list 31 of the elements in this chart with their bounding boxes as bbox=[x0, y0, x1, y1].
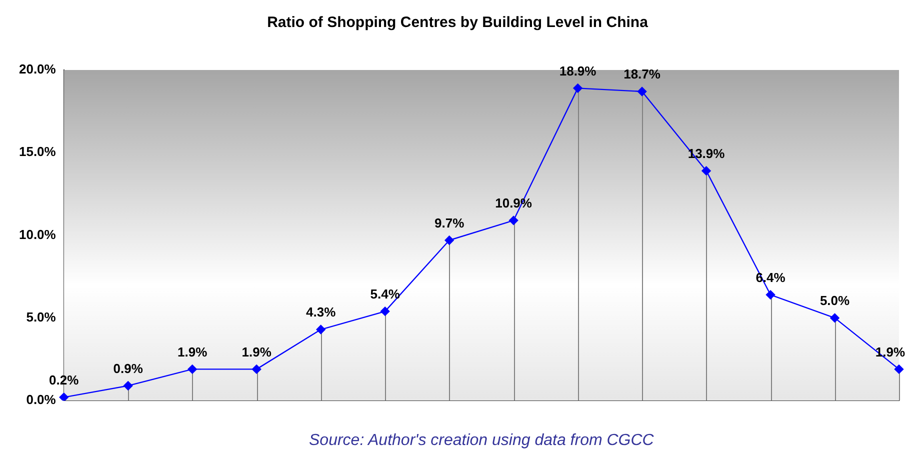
point bbox=[252, 364, 262, 374]
data-label: 18.7% bbox=[624, 66, 661, 82]
data-label: 0.9% bbox=[113, 360, 144, 376]
y-tick-label: 0.0% bbox=[26, 392, 56, 408]
data-label: 1.9% bbox=[875, 344, 906, 360]
point bbox=[59, 392, 68, 401]
point bbox=[188, 364, 197, 374]
point bbox=[124, 381, 133, 390]
data-label: 5.4% bbox=[370, 286, 400, 302]
point bbox=[766, 290, 776, 300]
y-tick-label: 20.0% bbox=[18, 62, 56, 77]
source-note: Source: Author's creation using data from CGCC bbox=[309, 432, 654, 449]
data-label: 4.3% bbox=[306, 304, 336, 320]
data-label: 5.0% bbox=[820, 293, 850, 308]
point bbox=[702, 166, 711, 176]
point bbox=[637, 86, 647, 96]
data-label: 9.7% bbox=[434, 215, 465, 230]
data-label: 1.9% bbox=[242, 344, 272, 360]
data-label: 18.9% bbox=[559, 63, 597, 78]
point bbox=[444, 236, 454, 245]
point bbox=[894, 364, 904, 374]
point bbox=[316, 324, 326, 334]
y-tick-label: 10.0% bbox=[18, 226, 56, 242]
point bbox=[830, 313, 840, 323]
y-tick-label: 5.0% bbox=[26, 310, 56, 325]
y-tick-label: 15.0% bbox=[18, 144, 56, 160]
point bbox=[380, 306, 390, 316]
data-label: 1.9% bbox=[178, 344, 208, 360]
point bbox=[573, 84, 582, 93]
point bbox=[508, 216, 518, 226]
chart-title: Ratio of Shopping Centres by Building Level in China bbox=[267, 14, 649, 32]
